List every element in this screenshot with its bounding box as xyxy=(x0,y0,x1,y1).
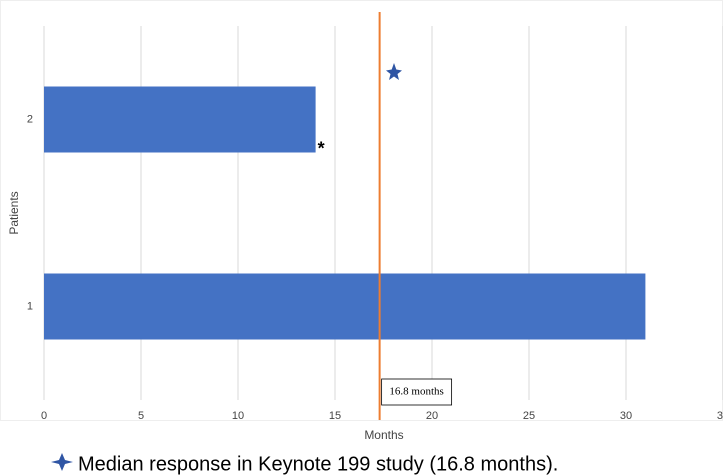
caption-star xyxy=(51,453,73,471)
reference-label: 16.8 months xyxy=(389,386,443,398)
x-axis-title: Months xyxy=(364,428,403,442)
bar xyxy=(44,273,646,340)
caption: Median response in Keynote 199 study (16… xyxy=(78,453,558,475)
y-axis-title: Patients xyxy=(7,191,21,234)
bar-note: * xyxy=(318,138,325,158)
x-tick-label: 15 xyxy=(329,410,341,422)
y-tick-label: 2 xyxy=(27,113,33,125)
bar xyxy=(44,86,316,153)
x-tick-label: 30 xyxy=(620,410,632,422)
x-tick-label: 25 xyxy=(523,410,535,422)
chart-border xyxy=(0,0,723,421)
reference-label-box xyxy=(381,378,453,406)
x-tick-label: 0 xyxy=(41,410,47,422)
star-marker xyxy=(386,63,402,80)
x-tick-label: 10 xyxy=(232,410,244,422)
y-tick-label: 1 xyxy=(27,300,33,312)
x-tick-label: 5 xyxy=(138,410,144,422)
x-tick-label: 20 xyxy=(426,410,438,422)
x-tick-label: 35 xyxy=(717,410,723,422)
